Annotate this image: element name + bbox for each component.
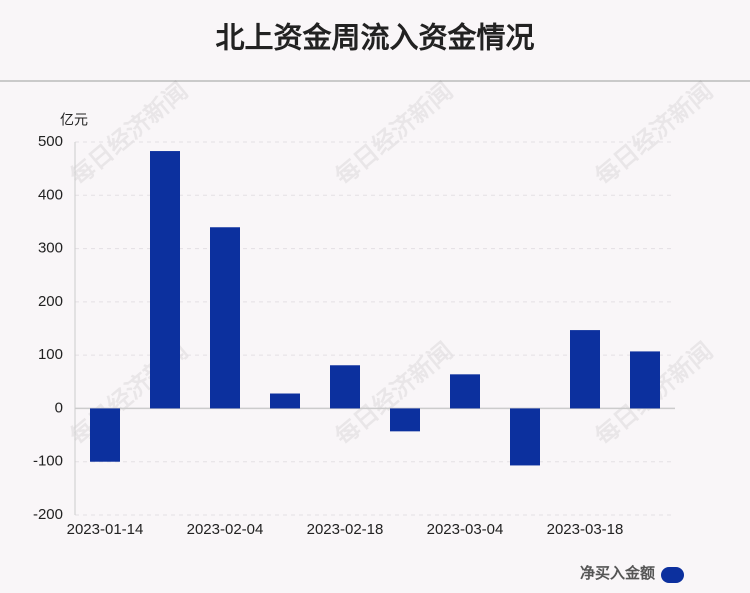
bar bbox=[90, 408, 120, 462]
y-tick-label: -100 bbox=[33, 453, 63, 470]
bar bbox=[450, 374, 480, 409]
bar bbox=[630, 351, 660, 409]
legend-label: 净买入金额 bbox=[580, 564, 655, 582]
chart-title: 北上资金周流入资金情况 bbox=[215, 21, 534, 55]
bar bbox=[270, 393, 300, 409]
bar bbox=[150, 151, 180, 409]
bar bbox=[330, 365, 360, 409]
x-tick-label: 2023-01-14 bbox=[67, 521, 144, 538]
bar bbox=[210, 227, 240, 409]
x-tick-label: 2023-03-04 bbox=[427, 521, 504, 538]
y-unit: 亿元 bbox=[60, 112, 88, 128]
bar bbox=[510, 408, 540, 466]
y-tick-label: 400 bbox=[38, 186, 63, 203]
y-tick-label: 500 bbox=[38, 133, 63, 150]
y-tick-label: 200 bbox=[38, 293, 63, 310]
x-tick-label: 2023-02-18 bbox=[307, 521, 384, 538]
bar bbox=[390, 408, 420, 432]
x-tick-label: 2023-02-04 bbox=[187, 521, 264, 538]
x-tick-label: 2023-03-18 bbox=[547, 521, 624, 538]
y-tick-label: 100 bbox=[38, 346, 63, 363]
bar bbox=[570, 330, 600, 409]
y-tick-label: 0 bbox=[55, 399, 63, 416]
y-tick-label: 300 bbox=[38, 240, 63, 257]
y-tick-label: -200 bbox=[33, 506, 63, 523]
legend-swatch bbox=[661, 567, 684, 583]
